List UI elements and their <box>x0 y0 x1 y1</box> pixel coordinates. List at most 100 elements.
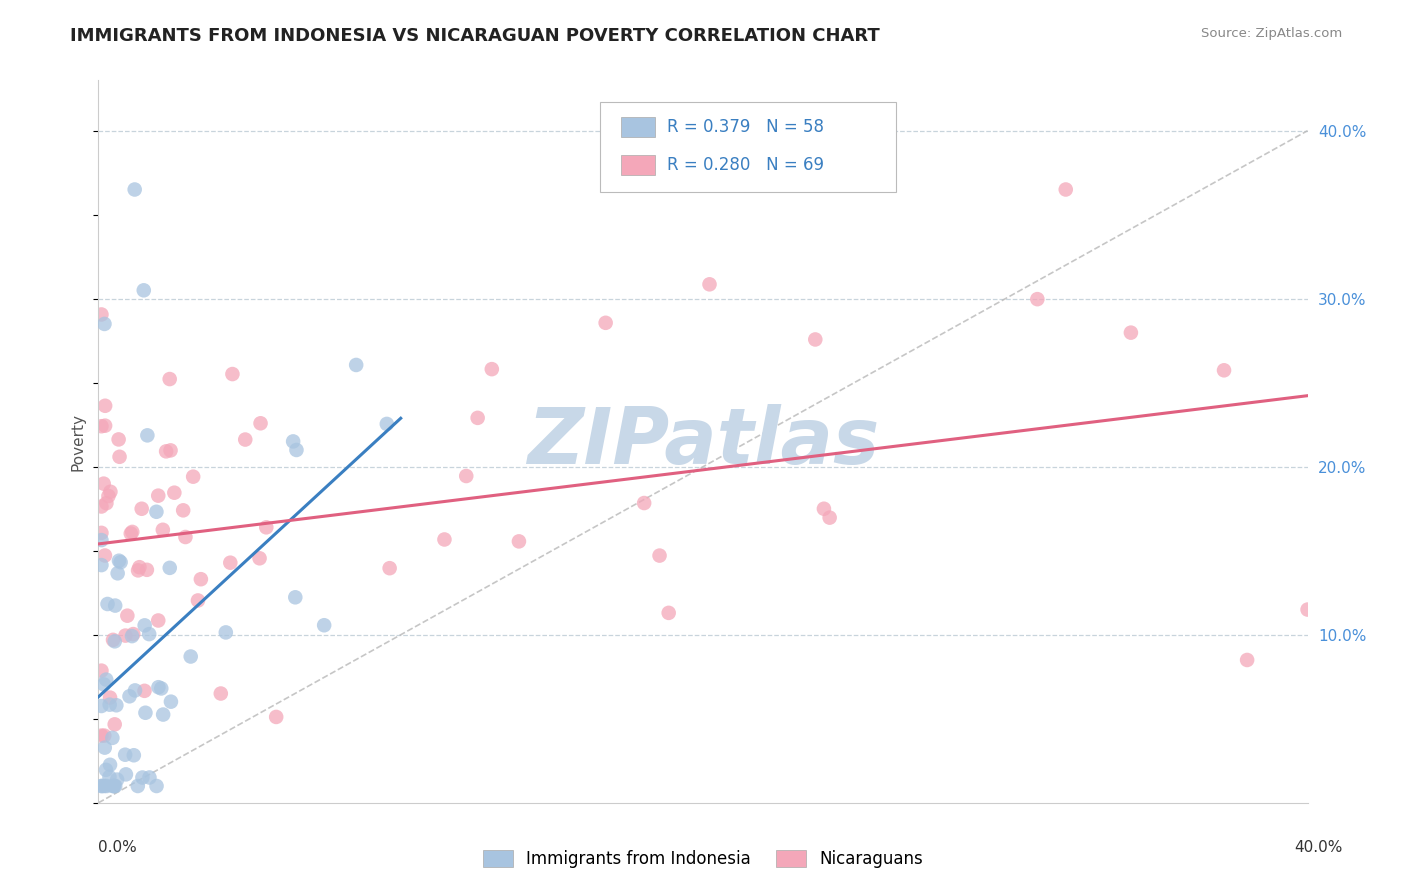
Point <box>456 469 478 483</box>
Point <box>93 729 115 743</box>
Point <box>181 469 204 483</box>
Point <box>159 561 181 575</box>
Point <box>118 690 141 704</box>
Point <box>378 561 401 575</box>
Point <box>134 618 156 632</box>
Text: ZIPatlas: ZIPatlas <box>527 403 879 480</box>
Point <box>90 779 112 793</box>
Point <box>104 779 127 793</box>
Point <box>433 533 456 547</box>
Point <box>104 599 127 613</box>
Point <box>1119 326 1142 340</box>
Point <box>94 418 117 433</box>
Point <box>163 485 186 500</box>
Point <box>114 629 136 643</box>
Point <box>804 333 827 347</box>
Point <box>90 558 112 573</box>
Point <box>120 526 142 541</box>
Point <box>124 683 146 698</box>
FancyBboxPatch shape <box>600 102 897 193</box>
Point <box>254 520 277 534</box>
Point <box>160 695 183 709</box>
Point <box>135 563 157 577</box>
Point <box>138 627 160 641</box>
Point <box>145 779 167 793</box>
Point <box>813 501 835 516</box>
Point <box>108 554 131 568</box>
Point <box>115 767 138 781</box>
Point <box>121 524 143 539</box>
Point <box>107 566 129 581</box>
Legend: Immigrants from Indonesia, Nicaraguans: Immigrants from Indonesia, Nicaraguans <box>477 843 929 875</box>
Point <box>174 530 197 544</box>
Point <box>136 428 159 442</box>
Point <box>93 779 115 793</box>
Point <box>101 779 124 793</box>
Point <box>90 500 112 514</box>
Point <box>103 779 125 793</box>
Text: R = 0.280   N = 69: R = 0.280 N = 69 <box>666 156 824 174</box>
Point <box>94 549 117 563</box>
Point <box>98 757 121 772</box>
Point <box>1296 602 1319 616</box>
Point <box>105 698 128 713</box>
Point <box>96 496 118 510</box>
Point <box>105 772 128 787</box>
Point <box>285 442 308 457</box>
Point <box>344 358 367 372</box>
Point <box>648 549 671 563</box>
Point <box>132 283 155 297</box>
Text: 40.0%: 40.0% <box>1295 840 1343 855</box>
Point <box>90 779 112 793</box>
Point <box>190 572 212 586</box>
Point <box>94 399 117 413</box>
Point <box>159 443 181 458</box>
Point <box>94 763 117 777</box>
Point <box>101 632 124 647</box>
Point <box>108 450 131 464</box>
Point <box>124 182 146 196</box>
Point <box>122 748 145 763</box>
Point <box>249 551 271 566</box>
Point <box>131 501 153 516</box>
Point <box>90 308 112 322</box>
Text: Source: ZipAtlas.com: Source: ZipAtlas.com <box>1202 27 1343 40</box>
Point <box>127 779 149 793</box>
Point <box>148 489 170 503</box>
Bar <box>621 117 655 137</box>
Point <box>150 681 173 696</box>
Point <box>98 770 121 784</box>
Point <box>481 362 503 376</box>
Point <box>633 496 655 510</box>
Point <box>103 779 125 793</box>
Y-axis label: Poverty: Poverty <box>70 412 86 471</box>
Point <box>1026 292 1049 306</box>
Point <box>121 629 143 643</box>
Point <box>131 771 153 785</box>
Point <box>219 556 242 570</box>
Point <box>159 372 181 386</box>
Point <box>595 316 617 330</box>
Point <box>152 707 174 722</box>
Point <box>93 317 115 331</box>
Text: IMMIGRANTS FROM INDONESIA VS NICARAGUAN POVERTY CORRELATION CHART: IMMIGRANTS FROM INDONESIA VS NICARAGUAN … <box>70 27 880 45</box>
Point <box>138 771 160 785</box>
Point <box>145 505 167 519</box>
Point <box>134 706 156 720</box>
Bar <box>621 154 655 175</box>
Point <box>96 597 118 611</box>
Point <box>107 433 129 447</box>
Point <box>90 525 112 540</box>
Point <box>90 698 112 713</box>
Point <box>93 677 115 691</box>
Point <box>90 729 112 743</box>
Point <box>93 476 115 491</box>
Point <box>658 606 681 620</box>
Point <box>101 731 124 745</box>
Point <box>215 625 238 640</box>
Point <box>1054 182 1077 196</box>
Point <box>818 510 841 524</box>
Point <box>98 698 121 712</box>
Point <box>104 717 127 731</box>
Point <box>249 417 271 431</box>
